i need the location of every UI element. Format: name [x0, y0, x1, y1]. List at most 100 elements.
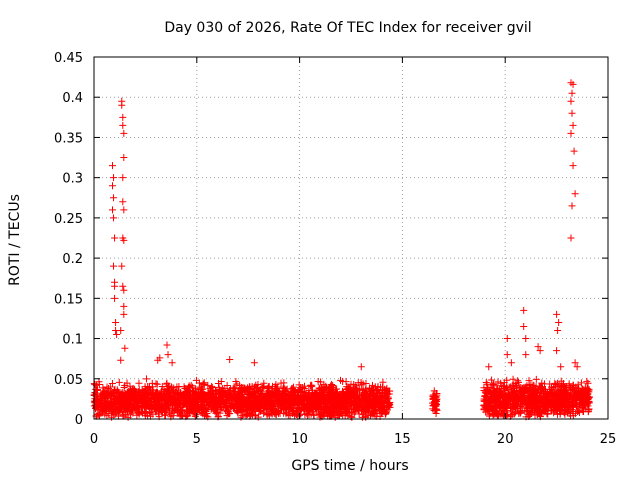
data-point: [119, 121, 127, 129]
y-tick-label: 0.25: [54, 212, 83, 227]
data-point: [160, 388, 168, 396]
data-point: [231, 400, 239, 408]
data-point: [363, 399, 371, 407]
data-point: [503, 384, 511, 392]
data-point: [124, 403, 132, 411]
data-point: [153, 406, 161, 414]
data-point: [328, 381, 336, 389]
data-point: [307, 381, 315, 389]
data-point: [111, 234, 119, 242]
data-point: [263, 396, 271, 404]
data-point: [226, 401, 234, 409]
data-point: [120, 129, 128, 137]
data-point: [198, 385, 206, 393]
data-point: [569, 80, 577, 88]
data-point: [327, 411, 335, 419]
data-point: [109, 182, 117, 190]
data-point: [488, 376, 496, 384]
data-point: [523, 389, 531, 397]
y-tick-label: 0.45: [54, 51, 83, 66]
data-point: [120, 310, 128, 318]
data-point: [430, 399, 438, 407]
data-point: [503, 351, 511, 359]
data-point: [249, 400, 257, 408]
data-point: [576, 409, 584, 417]
data-point: [282, 392, 290, 400]
data-point: [372, 392, 380, 400]
data-point: [171, 404, 179, 412]
data-point: [212, 409, 220, 417]
data-point: [95, 411, 103, 419]
data-point: [110, 262, 118, 270]
data-point: [287, 389, 295, 397]
data-point: [480, 401, 488, 409]
data-point: [367, 410, 375, 418]
chart-title: Day 030 of 2026, Rate Of TEC Index for r…: [164, 20, 531, 36]
data-point: [564, 408, 572, 416]
data-point: [219, 387, 227, 395]
data-point: [164, 351, 172, 359]
data-point: [141, 408, 149, 416]
data-point: [335, 409, 343, 417]
data-point: [230, 384, 238, 392]
data-point: [297, 396, 305, 404]
data-point: [536, 389, 544, 397]
data-point: [99, 384, 107, 392]
data-point: [583, 393, 591, 401]
data-point: [546, 380, 554, 388]
data-point: [121, 344, 129, 352]
data-point: [555, 318, 563, 326]
data-point: [268, 400, 276, 408]
data-point: [525, 377, 533, 385]
data-point: [331, 388, 339, 396]
data-point: [158, 382, 166, 390]
data-point: [355, 400, 363, 408]
x-axis-label: GPS time / hours: [291, 458, 408, 474]
data-point: [357, 381, 365, 389]
data-point: [374, 399, 382, 407]
data-point: [508, 397, 516, 405]
data-point: [212, 395, 220, 403]
data-point: [237, 413, 245, 421]
data-point: [185, 407, 193, 415]
data-point: [173, 383, 181, 391]
data-point: [110, 174, 118, 182]
data-point: [214, 408, 222, 416]
data-point: [433, 406, 441, 414]
data-point: [493, 385, 501, 393]
data-point: [261, 401, 269, 409]
data-point: [115, 388, 123, 396]
data-point: [123, 393, 131, 401]
data-point: [138, 403, 146, 411]
data-point: [143, 375, 151, 383]
data-point: [432, 405, 440, 413]
data-point: [208, 382, 216, 390]
data-point: [568, 89, 576, 97]
data-point: [216, 401, 224, 409]
data-point: [137, 397, 145, 405]
data-point: [107, 401, 115, 409]
data-point: [585, 405, 593, 413]
data-point: [342, 406, 350, 414]
data-point: [144, 389, 152, 397]
data-point: [264, 383, 272, 391]
data-point: [145, 396, 153, 404]
data-point: [266, 391, 274, 399]
data-point: [300, 382, 308, 390]
data-point: [497, 379, 505, 387]
data-point: [490, 381, 498, 389]
data-point: [152, 391, 160, 399]
data-point: [302, 400, 310, 408]
data-point: [578, 388, 586, 396]
data-point: [525, 407, 533, 415]
data-point: [175, 408, 183, 416]
data-point: [199, 380, 207, 388]
plot-frame: [93, 56, 609, 420]
data-point: [91, 389, 99, 397]
data-point: [358, 406, 366, 414]
data-point: [171, 388, 179, 396]
data-point: [108, 413, 116, 421]
data-point: [262, 393, 270, 401]
data-point: [263, 389, 271, 397]
data-point: [574, 384, 582, 392]
